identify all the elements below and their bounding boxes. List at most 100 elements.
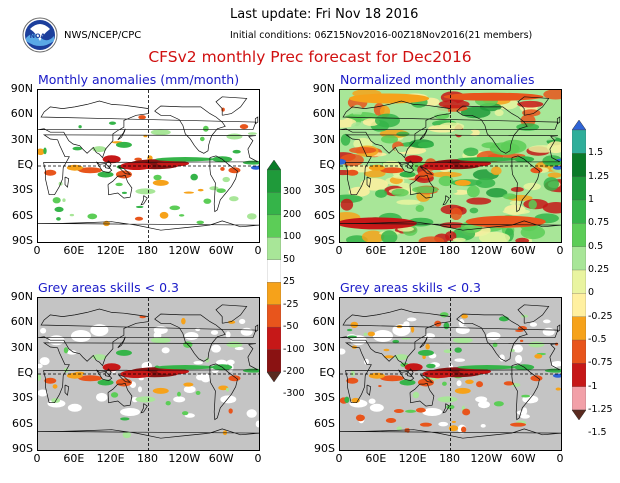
- anomaly-speck: [442, 381, 447, 386]
- anomaly-speck: [62, 198, 66, 203]
- coastline: [398, 161, 415, 174]
- anomaly-speck: [203, 198, 212, 204]
- dry-anomaly-indian-west: [66, 372, 83, 379]
- anomaly-speck: [350, 370, 355, 377]
- anomaly-speck: [555, 387, 561, 391]
- anomaly-speck: [460, 426, 467, 433]
- colorbar-segment: [266, 169, 282, 194]
- coastline: [64, 176, 70, 188]
- lat-label: 60N: [10, 315, 33, 329]
- coastline: [96, 369, 113, 382]
- wet-anomaly-indonesia: [97, 379, 114, 386]
- colorbar-segment: [571, 129, 587, 154]
- lon-label: 120E: [398, 452, 427, 465]
- lat-label: 60S: [314, 208, 335, 222]
- anomaly-speck: [521, 394, 531, 398]
- colorbar-segment: [571, 153, 587, 178]
- coastline: [442, 403, 450, 414]
- anomaly-speck: [52, 197, 61, 204]
- coastline: [38, 100, 257, 159]
- colorbar-label: -100: [283, 343, 305, 355]
- lon-label: 0: [335, 244, 343, 257]
- anomaly-speck: [392, 339, 400, 344]
- anomaly-speck: [520, 314, 529, 318]
- anomaly-speck: [218, 385, 229, 391]
- colorbar-label: -1: [588, 380, 598, 392]
- anomaly-speck: [405, 409, 417, 413]
- anomaly-speck: [205, 357, 210, 363]
- anomaly-speck: [181, 411, 189, 416]
- org-label: NWS/NCEP/CPC: [64, 30, 142, 41]
- coastline: [344, 134, 560, 196]
- anomaly-speck: [222, 176, 230, 183]
- lon-label: 60E: [63, 452, 85, 465]
- dry-anomaly-southern-ocean-east: [510, 422, 527, 427]
- anomaly-speck: [183, 382, 194, 387]
- anomaly-speck: [448, 425, 459, 432]
- colorbar-label: -1.5: [588, 427, 607, 439]
- colorbar-segment: [266, 282, 282, 306]
- colorbar-segment: [571, 199, 587, 224]
- dry-anomaly-south-pacific: [152, 387, 169, 394]
- coastline: [140, 403, 148, 414]
- dry-anomaly-indian-west: [368, 372, 385, 379]
- colorbar-label: 1: [588, 194, 595, 205]
- colorbar-label: 100: [283, 231, 302, 243]
- colorbar-segment: [571, 269, 587, 294]
- dry-anomaly-indian-ocean: [78, 375, 103, 382]
- coastline: [340, 220, 561, 231]
- coastline: [215, 304, 248, 324]
- dry-anomaly-indian-west: [66, 164, 83, 171]
- colorbar-label: -200: [283, 366, 305, 377]
- wet-anomaly-north-pacific: [452, 337, 473, 344]
- colorbar-label: -300: [283, 388, 305, 400]
- lat-label: 60N: [312, 107, 335, 121]
- wet-anomaly-itcz: [457, 157, 518, 162]
- wet-anomaly-itcz: [155, 157, 216, 162]
- strong-wet-anomaly-atlantic: [552, 165, 561, 170]
- anomaly-speck: [122, 431, 131, 439]
- anomaly-speck: [190, 173, 198, 181]
- coastline: [406, 368, 414, 377]
- dry-anomaly-maritime: [404, 155, 423, 164]
- anomaly-speck: [115, 182, 123, 187]
- coastline: [366, 176, 372, 188]
- lat-label: EQ: [319, 366, 335, 379]
- anomaly-speck: [363, 332, 368, 336]
- anomaly-speck: [72, 146, 83, 151]
- lat-label: 30S: [12, 183, 33, 197]
- coastline: [140, 195, 148, 206]
- coastline: [419, 336, 428, 349]
- dry-anomaly-south-america: [530, 375, 543, 382]
- dry-anomaly-africa: [44, 377, 57, 384]
- anomaly-speck: [138, 115, 146, 120]
- coastline: [511, 155, 540, 213]
- lat-label: 60N: [312, 315, 335, 329]
- colorbar-label: 200: [283, 208, 302, 220]
- coastline: [340, 100, 559, 159]
- wet-anomaly-northwest-pacific: [417, 141, 434, 148]
- anomaly-speck: [209, 186, 219, 191]
- anomaly-speck: [78, 125, 82, 129]
- wet-anomaly-itcz: [457, 365, 518, 370]
- coastline: [154, 105, 226, 154]
- wet-anomaly-south-pacific: [135, 188, 156, 195]
- coastline: [42, 134, 258, 196]
- anomaly-speck: [344, 396, 350, 403]
- wet-anomaly-northwest-pacific: [115, 141, 132, 148]
- colorbar-label: 0.5: [588, 240, 604, 252]
- wet-anomaly-indonesia: [399, 171, 416, 178]
- lon-label: 0: [254, 452, 262, 465]
- lat-label: 90N: [10, 82, 33, 95]
- last-update: Last update: Fri Nov 18 2016: [230, 7, 419, 22]
- map-normalized: [340, 90, 561, 242]
- lon-label: 180: [439, 452, 460, 465]
- coastline: [406, 160, 414, 169]
- coastline: [107, 382, 133, 407]
- lon-label: 180: [137, 452, 158, 465]
- wet-anomaly-south-pacific: [437, 396, 458, 403]
- wet-anomaly-asia: [92, 354, 107, 361]
- anomaly-speck: [134, 216, 144, 221]
- colorbar-segment: [266, 304, 282, 328]
- coastline: [254, 324, 259, 333]
